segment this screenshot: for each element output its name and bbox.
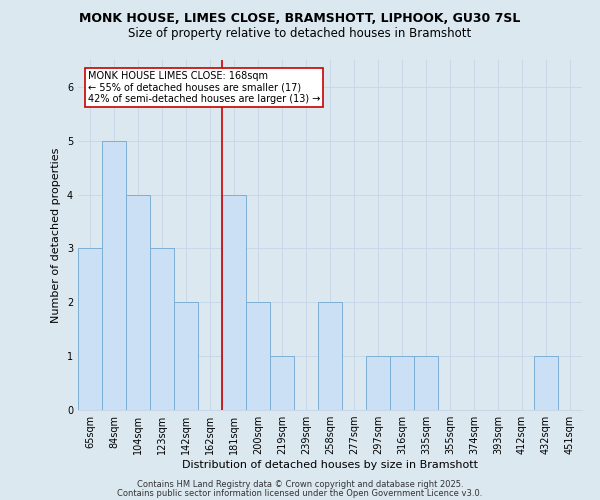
Text: Contains HM Land Registry data © Crown copyright and database right 2025.: Contains HM Land Registry data © Crown c… xyxy=(137,480,463,489)
Bar xyxy=(150,248,174,410)
Text: Contains public sector information licensed under the Open Government Licence v3: Contains public sector information licen… xyxy=(118,489,482,498)
Text: Size of property relative to detached houses in Bramshott: Size of property relative to detached ho… xyxy=(128,28,472,40)
Bar xyxy=(174,302,198,410)
Bar xyxy=(270,356,294,410)
Bar xyxy=(222,194,246,410)
Bar xyxy=(126,194,150,410)
X-axis label: Distribution of detached houses by size in Bramshott: Distribution of detached houses by size … xyxy=(182,460,478,470)
Bar xyxy=(534,356,558,410)
Text: MONK HOUSE LIMES CLOSE: 168sqm
← 55% of detached houses are smaller (17)
42% of : MONK HOUSE LIMES CLOSE: 168sqm ← 55% of … xyxy=(88,70,320,104)
Bar xyxy=(414,356,438,410)
Bar xyxy=(102,141,126,410)
Bar xyxy=(78,248,102,410)
Bar xyxy=(318,302,342,410)
Bar xyxy=(366,356,390,410)
Text: MONK HOUSE, LIMES CLOSE, BRAMSHOTT, LIPHOOK, GU30 7SL: MONK HOUSE, LIMES CLOSE, BRAMSHOTT, LIPH… xyxy=(79,12,521,26)
Y-axis label: Number of detached properties: Number of detached properties xyxy=(52,148,61,322)
Bar xyxy=(246,302,270,410)
Bar xyxy=(390,356,414,410)
